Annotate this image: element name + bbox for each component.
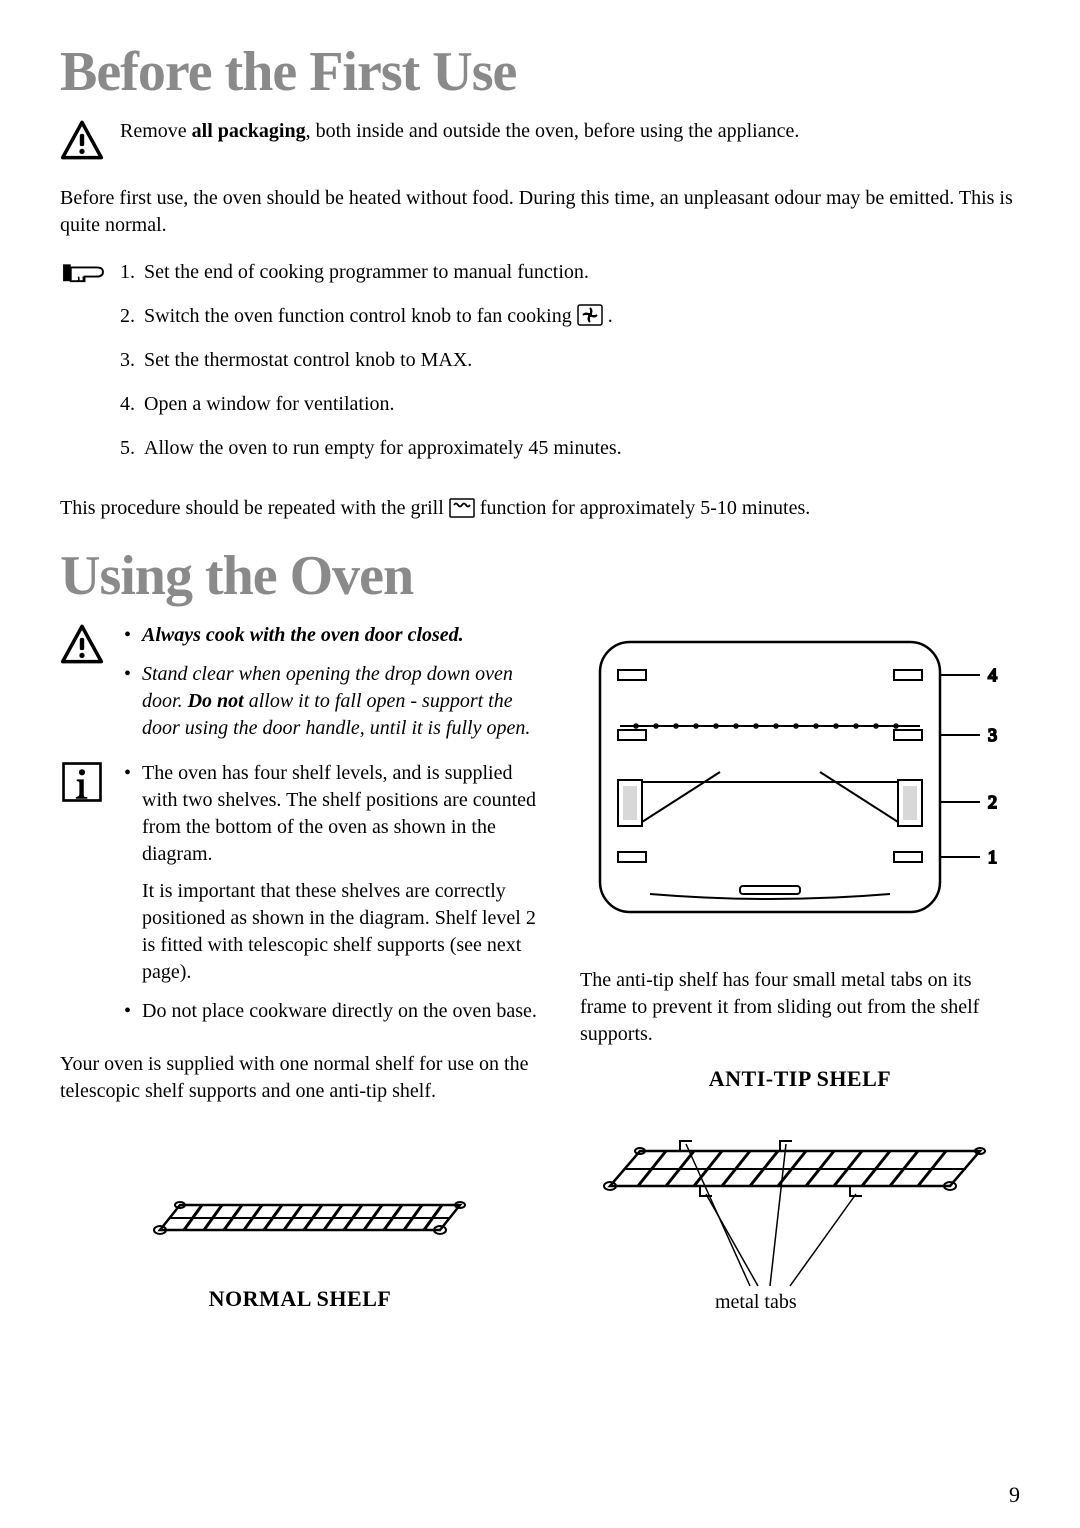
fan-cooking-icon xyxy=(577,305,603,327)
info-bullet-1: The oven has four shelf levels, and is s… xyxy=(120,760,540,986)
info-bullet-2: Do not place cookware directly on the ov… xyxy=(120,998,540,1025)
normal-shelf-caption: NORMAL SHELF xyxy=(60,1286,540,1312)
page-number: 9 xyxy=(1009,1482,1020,1508)
step-2: 2.Switch the oven function control knob … xyxy=(120,301,1020,331)
svg-text:1: 1 xyxy=(988,847,997,867)
warn-bullet-2: Stand clear when opening the drop down o… xyxy=(120,661,540,742)
anti-tip-caption: ANTI-TIP SHELF xyxy=(580,1066,1020,1092)
supplied-text: Your oven is supplied with one normal sh… xyxy=(60,1051,540,1105)
intro-paragraph: Before first use, the oven should be hea… xyxy=(60,185,1020,239)
warning-block: Remove all packaging, both inside and ou… xyxy=(60,118,1020,167)
grill-icon xyxy=(449,497,475,519)
section-title-using-the-oven: Using the Oven xyxy=(60,544,1020,608)
step-1: 1.Set the end of cooking programmer to m… xyxy=(120,257,1020,287)
pointing-hand-icon xyxy=(60,274,106,291)
svg-text:3: 3 xyxy=(988,725,997,745)
step-5: 5.Allow the oven to run empty for approx… xyxy=(120,433,1020,463)
section-title-before-first-use: Before the First Use xyxy=(60,40,1020,104)
anti-tip-text: The anti-tip shelf has four small metal … xyxy=(580,967,1020,1048)
info-icon xyxy=(60,791,104,808)
oven-shelf-levels-diagram: 4 3 xyxy=(580,622,1020,937)
anti-tip-shelf-diagram: metal tabs xyxy=(580,1096,1020,1331)
step-3: 3.Set the thermostat control knob to MAX… xyxy=(120,345,1020,375)
using-warning-block: Always cook with the oven door closed. S… xyxy=(60,622,540,754)
svg-text:metal tabs: metal tabs xyxy=(715,1291,797,1313)
warning-text: Remove all packaging, both inside and ou… xyxy=(120,118,1020,145)
warning-triangle-icon xyxy=(60,149,104,166)
svg-text:4: 4 xyxy=(988,665,997,685)
info-block: The oven has four shelf levels, and is s… xyxy=(60,760,540,1037)
normal-shelf-diagram: NORMAL SHELF xyxy=(60,1135,540,1312)
step-4: 4.Open a window for ventilation. xyxy=(120,389,1020,419)
warning-triangle-icon xyxy=(60,653,104,670)
svg-text:2: 2 xyxy=(988,792,997,812)
steps-block: 1.Set the end of cooking programmer to m… xyxy=(60,257,1020,477)
closing-paragraph: This procedure should be repeated with t… xyxy=(60,495,1020,522)
steps-list: 1.Set the end of cooking programmer to m… xyxy=(120,257,1020,463)
warn-bullet-1: Always cook with the oven door closed. xyxy=(120,622,540,649)
